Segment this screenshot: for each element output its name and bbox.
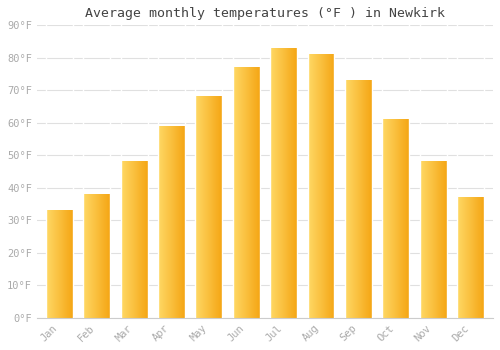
Title: Average monthly temperatures (°F ) in Newkirk: Average monthly temperatures (°F ) in Ne… xyxy=(85,7,445,20)
